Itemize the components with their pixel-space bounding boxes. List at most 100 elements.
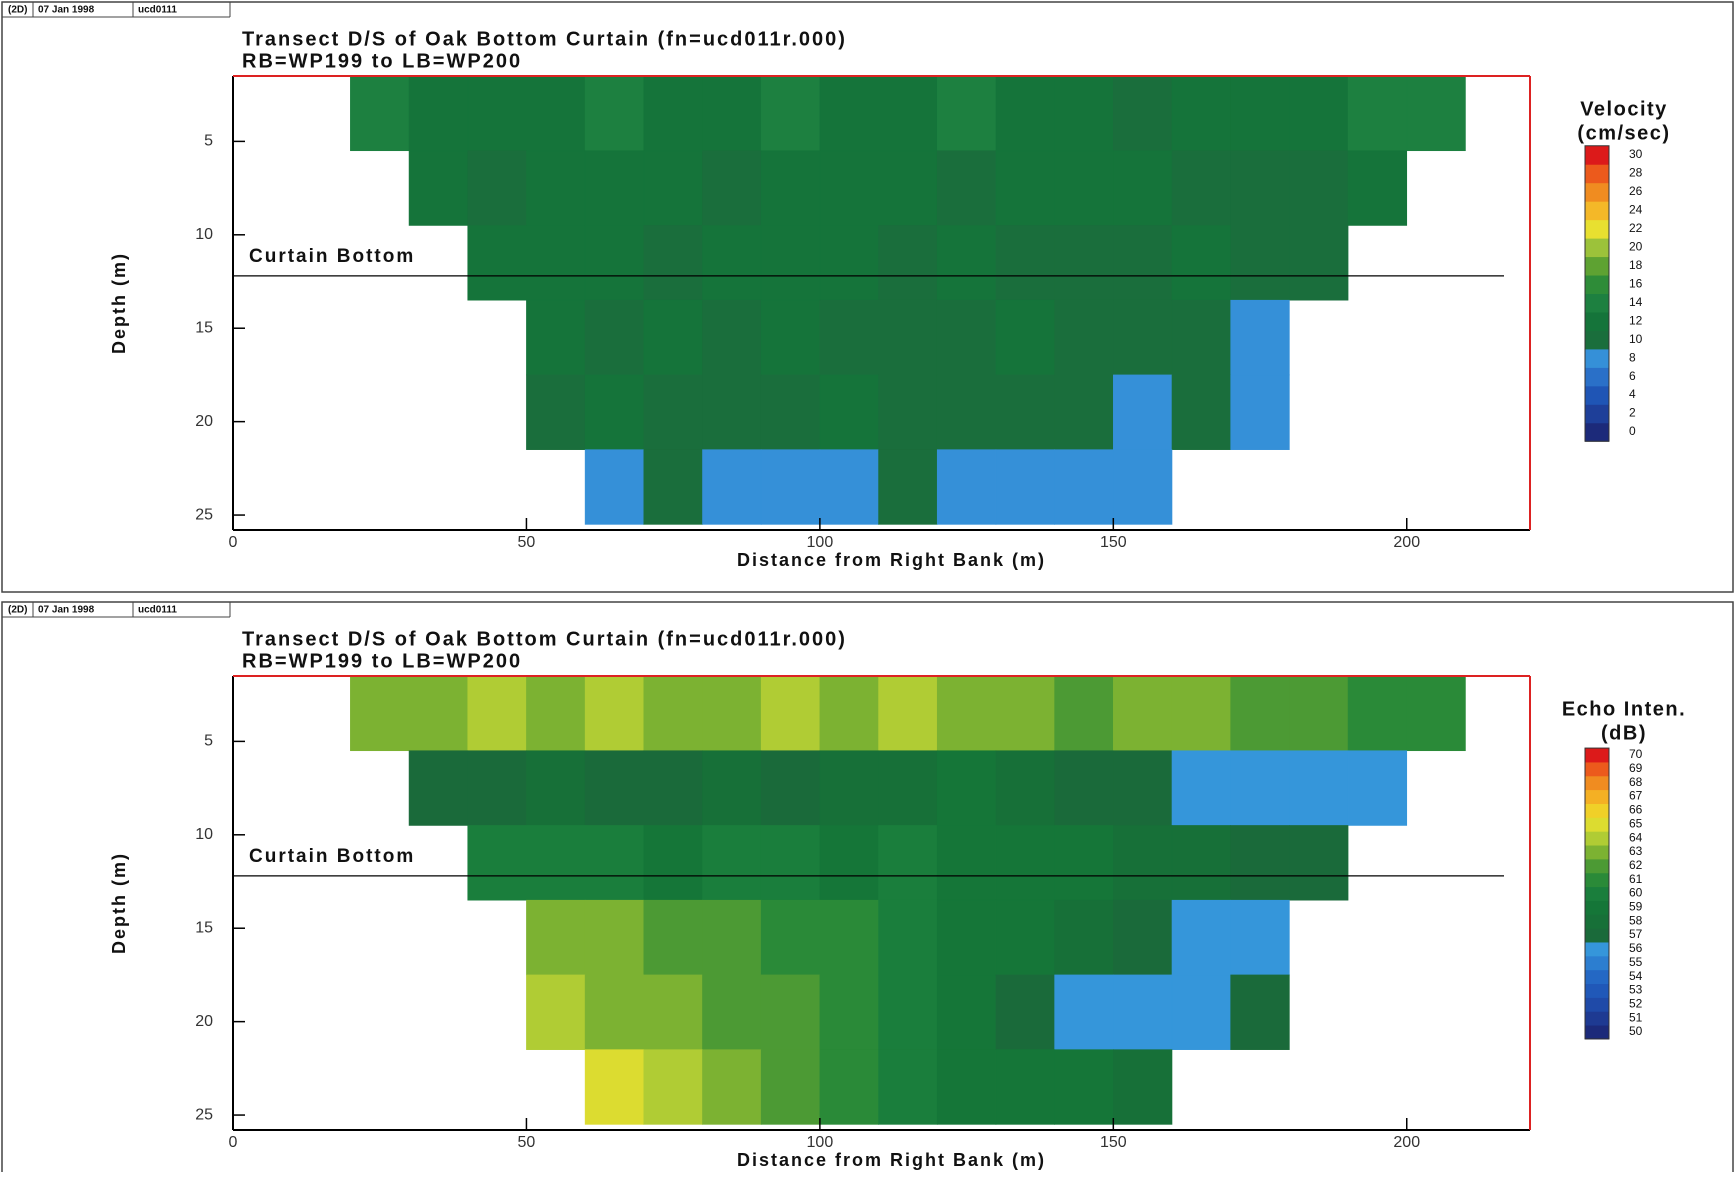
colorbar-label: 54	[1629, 969, 1643, 983]
page: (2D)07 Jan 1998ucd0111Transect D/S of Oa…	[0, 0, 1736, 1172]
cell	[526, 975, 585, 1050]
colorbar-swatch	[1585, 845, 1609, 859]
cell	[1055, 1050, 1114, 1125]
cell	[937, 825, 996, 900]
cell	[1113, 375, 1172, 450]
cell	[585, 225, 644, 300]
cell	[996, 225, 1055, 300]
cell	[1113, 751, 1172, 826]
cell	[761, 1050, 820, 1125]
x-tick-label: 200	[1393, 534, 1420, 551]
cell	[820, 825, 879, 900]
cell	[644, 151, 703, 226]
cell	[1172, 751, 1231, 826]
cell	[585, 375, 644, 450]
cell	[937, 225, 996, 300]
colorbar-swatch	[1585, 928, 1609, 942]
y-tick-label: 20	[195, 1013, 213, 1030]
annotation: Curtain Bottom	[249, 846, 415, 867]
cell	[937, 375, 996, 450]
colorbar-swatch	[1585, 238, 1609, 257]
cell	[1231, 300, 1290, 375]
cell	[996, 300, 1055, 375]
x-tick-label: 150	[1100, 1134, 1127, 1151]
colorbar-swatch	[1585, 1025, 1609, 1039]
cell	[585, 676, 644, 751]
colorbar-swatch	[1585, 367, 1609, 386]
cell	[1055, 375, 1114, 450]
cell	[585, 76, 644, 151]
colorbar-swatch	[1585, 831, 1609, 845]
figure: (2D)07 Jan 1998ucd0111Transect D/S of Oa…	[0, 0, 1736, 1172]
cell	[703, 751, 762, 826]
colorbar-label: 60	[1629, 886, 1643, 900]
cell	[703, 450, 762, 525]
cell	[526, 76, 585, 151]
colorbar-swatch	[1585, 1011, 1609, 1025]
x-tick-label: 100	[807, 1134, 834, 1151]
colorbar-label: 28	[1629, 166, 1643, 180]
cell	[1172, 300, 1231, 375]
cell	[996, 751, 1055, 826]
cell	[1231, 825, 1290, 900]
cell	[409, 676, 468, 751]
colorbar-label: 59	[1629, 900, 1643, 914]
cell	[1348, 76, 1407, 151]
cell	[526, 900, 585, 975]
cell	[820, 450, 879, 525]
y-tick-label: 5	[204, 733, 213, 750]
chart-title: Transect D/S of Oak Bottom Curtain (fn=u…	[242, 28, 847, 50]
cell	[644, 975, 703, 1050]
cell	[585, 300, 644, 375]
cell	[526, 751, 585, 826]
cell	[1055, 900, 1114, 975]
cell	[1231, 76, 1290, 151]
colorbar-label: 51	[1629, 1010, 1643, 1024]
colorbar-label: 66	[1629, 803, 1643, 817]
colorbar-label: 61	[1629, 872, 1643, 886]
colorbar-swatch	[1585, 984, 1609, 998]
cell	[1289, 76, 1348, 151]
colorbar-title: Velocity	[1580, 98, 1668, 120]
cell	[644, 1050, 703, 1125]
cell	[350, 76, 409, 151]
cell	[937, 76, 996, 151]
colorbar-swatch	[1585, 914, 1609, 928]
cell	[937, 975, 996, 1050]
cell	[1407, 76, 1466, 151]
header-text: 07 Jan 1998	[38, 605, 95, 616]
cell	[703, 300, 762, 375]
colorbar-label: 70	[1629, 747, 1643, 761]
cell	[1231, 225, 1290, 300]
y-tick-label: 25	[195, 1106, 213, 1123]
colorbar-label: 16	[1629, 276, 1643, 290]
x-tick-label: 100	[807, 534, 834, 551]
cell	[703, 825, 762, 900]
colorbar-label: 14	[1629, 295, 1643, 309]
cell	[644, 825, 703, 900]
cell	[1113, 975, 1172, 1050]
cell	[996, 676, 1055, 751]
colorbar-label: 63	[1629, 844, 1643, 858]
colorbar-label: 20	[1629, 240, 1643, 254]
cell	[1172, 76, 1231, 151]
colorbar-swatch	[1585, 748, 1609, 762]
cell	[761, 900, 820, 975]
colorbar-swatch	[1585, 817, 1609, 831]
colorbar-swatch	[1585, 776, 1609, 790]
cell	[1055, 450, 1114, 525]
cell	[1172, 900, 1231, 975]
cell	[1172, 975, 1231, 1050]
colorbar-label: 10	[1629, 332, 1643, 346]
cell	[761, 375, 820, 450]
cell	[1289, 825, 1348, 900]
cell	[644, 751, 703, 826]
colorbar-swatch	[1585, 956, 1609, 970]
colorbar-swatch	[1585, 164, 1609, 183]
cell	[1172, 225, 1231, 300]
x-axis-label: Distance from Right Bank (m)	[737, 1150, 1046, 1170]
cell	[409, 76, 468, 151]
cell	[879, 676, 938, 751]
cell	[1113, 1050, 1172, 1125]
cell	[879, 450, 938, 525]
